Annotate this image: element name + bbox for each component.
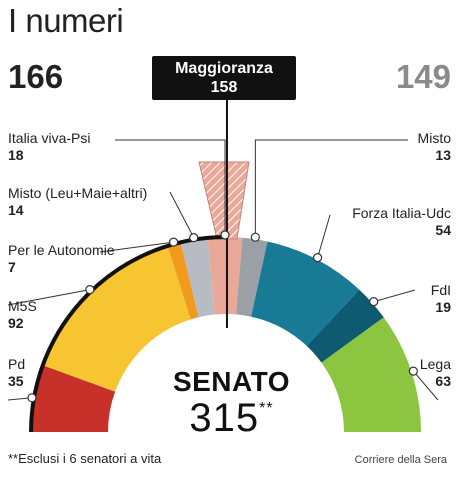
- leader-m5s: [7, 289, 90, 306]
- dot-fdi: [369, 297, 379, 307]
- page-title: I numeri: [8, 2, 124, 39]
- label-per-le-autonomie: Per le Autonomie 7: [8, 242, 115, 275]
- dot-lega: [408, 366, 418, 376]
- leader-forza-italia: [317, 214, 331, 258]
- label-lega: Lega 63: [419, 356, 451, 389]
- dot-italia-viva: [220, 230, 230, 240]
- majority-label: Maggioranza: [175, 60, 273, 77]
- dot-misto-leu: [189, 233, 199, 243]
- label-forza-italia: Forza Italia-Udc 54: [352, 205, 451, 238]
- right-count: 149: [395, 58, 451, 95]
- slice-misto-leu: [180, 237, 215, 318]
- majority-funnel: [198, 161, 250, 240]
- leader-per-le-autonomie: [99, 241, 174, 253]
- leader-lega: [412, 370, 439, 401]
- majority-value: 158: [210, 79, 238, 96]
- dot-per-le-autonomie: [168, 237, 179, 247]
- source-credit: Corriere della Sera: [354, 454, 447, 466]
- dot-misto: [250, 232, 260, 242]
- slice-italia-viva: [207, 236, 243, 315]
- label-misto: Misto 13: [417, 130, 451, 163]
- total-seats: 315**: [189, 396, 274, 440]
- footnote: **Esclusi i 6 senatori a vita: [8, 451, 162, 466]
- label-pd: Pd 35: [8, 356, 26, 389]
- slice-pd: [31, 365, 116, 432]
- dot-m5s: [85, 285, 95, 295]
- label-misto-leu: Misto (Leu+Maie+altri) 14: [8, 185, 148, 218]
- slice-forza-italia: [251, 241, 360, 346]
- slice-m5s: [42, 245, 191, 392]
- slice-fdi: [306, 289, 384, 363]
- dot-pd: [27, 393, 37, 403]
- leader-misto-leu: [169, 191, 195, 238]
- slice-misto: [235, 237, 268, 317]
- leader-misto: [254, 139, 408, 238]
- left-count: 166: [8, 58, 64, 95]
- leader-italia-viva: [115, 139, 226, 236]
- slice-per-le-autonomie: [167, 242, 199, 320]
- majority-box: Maggioranza 158: [152, 56, 296, 100]
- slice-lega: [321, 317, 421, 432]
- label-italia-viva: Italia viva-Psi 18: [8, 130, 91, 163]
- dot-forza-italia: [313, 253, 323, 263]
- label-fdi: FdI 19: [430, 282, 451, 315]
- leader-fdi: [373, 289, 416, 303]
- label-m5s: M5S 92: [8, 298, 37, 331]
- chart-title: SENATO: [172, 366, 291, 397]
